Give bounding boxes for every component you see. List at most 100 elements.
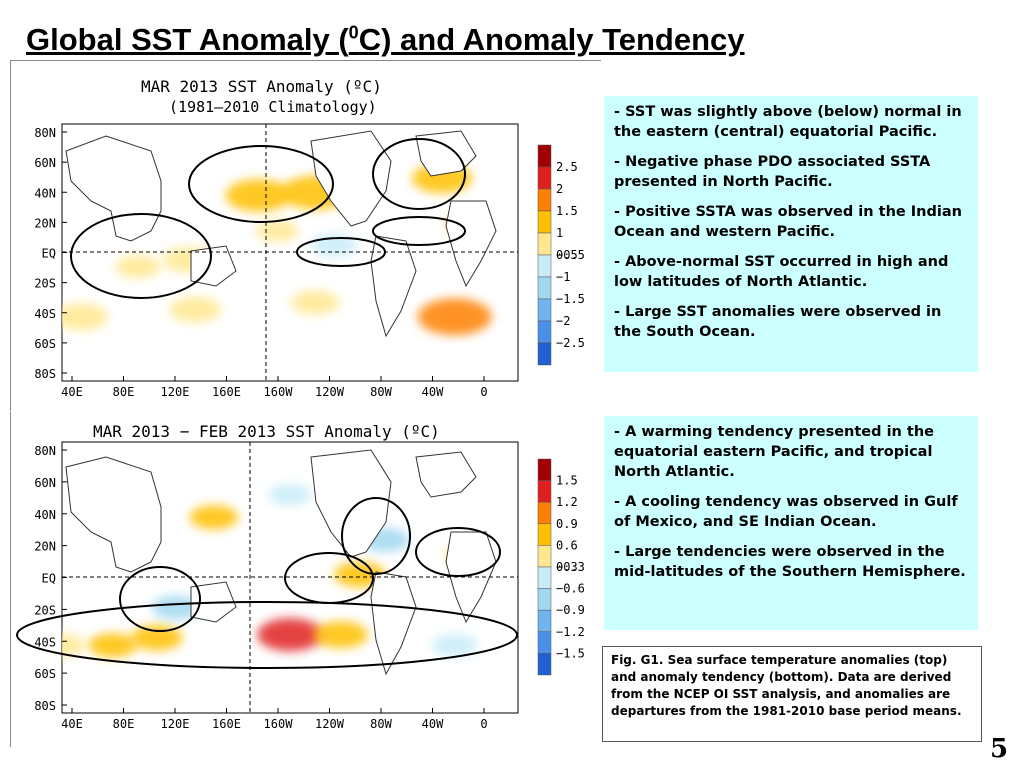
- y-tick-label: 60N: [34, 156, 56, 170]
- anomaly-region: [313, 621, 368, 649]
- anomaly-region: [417, 298, 492, 336]
- x-tick-label: 160E: [212, 385, 241, 399]
- colorbar-label: 1.5: [556, 204, 578, 218]
- anomaly-region: [268, 483, 312, 506]
- y-tick-label: 80S: [34, 699, 56, 713]
- colorbar: 1.5 1.2 0.9 0.6 0.3−0.3 −0.6 −0.9 −1.2 −1.5: [537, 458, 585, 676]
- anomaly-region: [431, 633, 478, 657]
- slide-title: Global SST Anomaly (0C) and Anomaly Tend…: [26, 22, 745, 57]
- colorbar-label: −1: [556, 270, 570, 284]
- colorbar-swatch: [537, 523, 552, 546]
- anomaly-region: [290, 290, 340, 315]
- sst-anomaly-map: MAR 2013 SST Anomaly (ºC) (1981–2010 Cli…: [34, 77, 585, 399]
- sst-tendency-map: MAR 2013 − FEB 2013 SST Anomaly (ºC) 80N…: [16, 422, 585, 731]
- bullet-item: - Positive SSTA was observed in the Indi…: [614, 204, 962, 240]
- colorbar-swatch: [537, 320, 552, 344]
- colorbar-swatch: [537, 276, 552, 300]
- colorbar-label: 1.5: [556, 474, 578, 488]
- colorbar-label: 0.5: [556, 248, 578, 262]
- colorbar-swatch: [537, 545, 552, 568]
- y-tick-label: 40N: [34, 508, 56, 522]
- x-tick-label: 80W: [370, 717, 392, 731]
- anomaly-region: [62, 303, 109, 331]
- reference-lines: [62, 124, 518, 381]
- colorbar-label: 1.2: [556, 495, 578, 509]
- x-tick-label: 80E: [113, 385, 135, 399]
- colorbar-swatch: [537, 458, 552, 481]
- anomaly-region: [151, 595, 201, 620]
- colorbar-label: 1: [556, 226, 563, 240]
- y-tick-label: 60S: [34, 667, 56, 681]
- x-tick-label: 80W: [370, 385, 392, 399]
- colorbar-label: 0.9: [556, 517, 578, 531]
- colorbar-swatch: [537, 210, 552, 234]
- bullet-item: - Large SST anomalies were observed in t…: [614, 304, 942, 340]
- anomaly-region: [169, 296, 221, 323]
- bullet-item: - SST was slightly above (below) normal …: [614, 104, 962, 140]
- colorbar-label: −1.5: [556, 292, 585, 306]
- x-tick-label: 160E: [212, 717, 241, 731]
- anomaly-region: [131, 624, 183, 651]
- colorbar-swatch: [537, 166, 552, 190]
- colorbar-swatch: [537, 501, 552, 525]
- y-tick-label: 40S: [34, 635, 56, 649]
- colorbar-label: −1.5: [556, 646, 585, 660]
- sst-anomaly-map-panel: MAR 2013 SST Anomaly (ºC) (1981–2010 Cli…: [10, 60, 601, 411]
- x-axis-ticks: 40E 80E 120E 160E 160W 120W 80W 40W 0: [61, 708, 488, 731]
- bullet-item: - A cooling tendency was observed in Gul…: [614, 494, 958, 530]
- x-tick-label: 40W: [422, 385, 444, 399]
- x-tick-label: 120E: [161, 385, 190, 399]
- colorbar-swatch: [537, 188, 552, 212]
- anomaly-region: [88, 633, 138, 658]
- anomaly-region: [257, 618, 323, 652]
- colorbar-label: −0.3: [556, 560, 585, 574]
- y-tick-label: 20N: [34, 216, 56, 230]
- anomaly-region: [189, 505, 239, 530]
- anomaly-region: [115, 255, 161, 279]
- x-tick-label: 0: [480, 385, 487, 399]
- colorbar-label: −0.9: [556, 603, 585, 617]
- colorbar-label: −1.2: [556, 625, 585, 639]
- colorbar-label: −0.6: [556, 582, 585, 596]
- x-tick-label: 120W: [315, 717, 345, 731]
- colorbar-label: −2.5: [556, 336, 585, 350]
- sst-tendency-map-panel: MAR 2013 − FEB 2013 SST Anomaly (ºC) 80N…: [10, 412, 601, 747]
- map-title: MAR 2013 SST Anomaly (ºC): [141, 77, 382, 96]
- y-tick-label: 60S: [34, 337, 56, 351]
- title-superscript: 0: [348, 22, 359, 43]
- colorbar-label: 0.3: [556, 560, 578, 574]
- x-axis-ticks: 40E 80E 120E 160E 160W 120W 80W 40W 0: [61, 376, 488, 399]
- x-tick-label: 40W: [422, 717, 444, 731]
- highlight-ellipses: [16, 497, 518, 669]
- anomaly-region: [62, 633, 85, 657]
- colorbar-swatch: [537, 609, 552, 633]
- colorbar-swatch: [537, 480, 552, 503]
- colorbar-label: 2.5: [556, 160, 578, 174]
- map-subtitle: (1981–2010 Climatology): [169, 98, 377, 116]
- figure-caption: Fig. G1. Sea surface temperature anomali…: [602, 646, 982, 742]
- bullet-item: - Negative phase PDO associated SSTA pre…: [614, 154, 931, 190]
- anomaly-region: [225, 179, 292, 212]
- y-tick-label: 40N: [34, 186, 56, 200]
- highlight-ellipses: [70, 138, 466, 299]
- y-tick-label: EQ: [42, 572, 56, 586]
- y-axis-ticks: 80N 60N 40N 20N EQ 20S 40S 60S 80S: [34, 444, 67, 713]
- x-tick-label: 160W: [264, 385, 294, 399]
- x-tick-label: 40E: [61, 385, 83, 399]
- y-axis-ticks: 80N 60N 40N 20N EQ 20S 40S 60S 80S: [34, 126, 67, 381]
- colorbar-swatch: [537, 566, 552, 589]
- colorbar-label: −0.5: [556, 248, 585, 262]
- colorbar-swatch: [537, 653, 552, 676]
- anomaly-region: [255, 220, 299, 242]
- x-tick-label: 120E: [161, 717, 190, 731]
- land-outlines: [65, 130, 497, 338]
- y-tick-label: 20S: [34, 277, 56, 291]
- colorbar: 2.5 2 1.5 1 0.5−0.5 −1 −1.5 −2 −2.5: [537, 144, 585, 366]
- x-tick-label: 120W: [315, 385, 345, 399]
- colorbar-swatch: [537, 232, 552, 256]
- page-number: 5: [990, 734, 1009, 764]
- colorbar-swatch: [537, 254, 552, 278]
- x-tick-label: 160W: [264, 717, 294, 731]
- y-tick-label: 20N: [34, 540, 56, 554]
- y-tick-label: 80S: [34, 367, 56, 381]
